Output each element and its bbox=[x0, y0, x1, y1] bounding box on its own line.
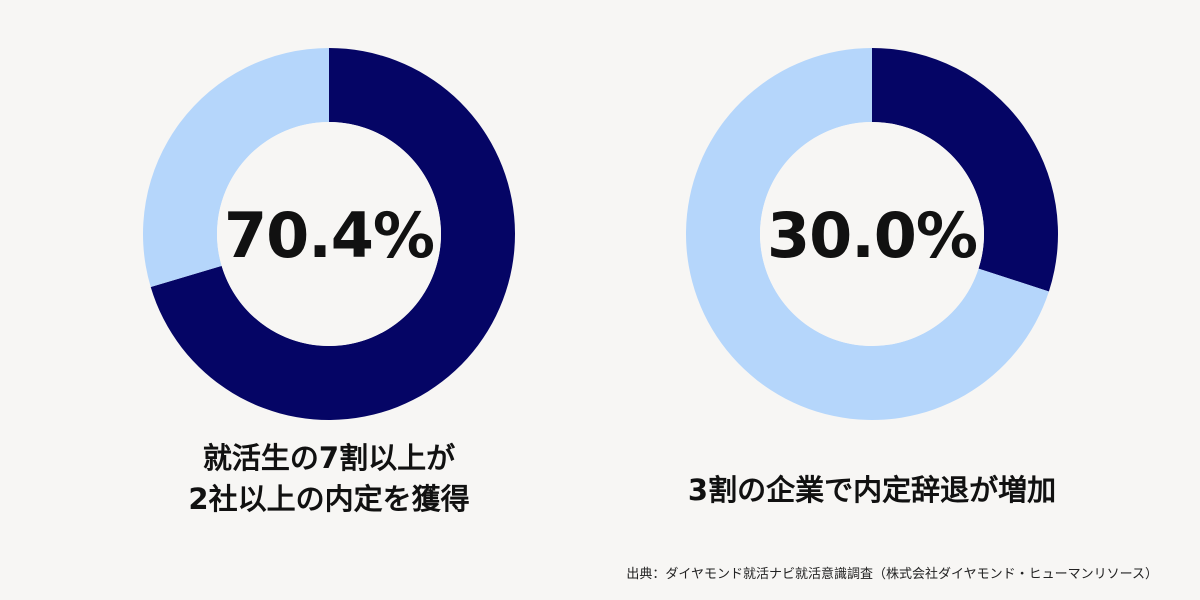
donut-svg-right bbox=[686, 48, 1058, 420]
caption-right: 3割の企業で内定辞退が増加 bbox=[686, 470, 1058, 511]
caption-left: 就活生の7割以上が 2社以上の内定を獲得 bbox=[143, 438, 515, 520]
donut-svg-left bbox=[143, 48, 515, 420]
center-value-right: 30.0% bbox=[766, 199, 978, 272]
donut-hole-left bbox=[217, 122, 441, 346]
donut-slice-left-0 bbox=[150, 48, 515, 420]
donut-hole-right bbox=[760, 122, 984, 346]
caption-right-line-1: 3割の企業で内定辞退が増加 bbox=[687, 473, 1057, 507]
chart-panel-left: 70.4% bbox=[0, 0, 600, 560]
donut-slice-right-1 bbox=[686, 48, 1049, 420]
donut-slice-left-1 bbox=[143, 48, 329, 288]
donut-chart-right: 30.0% bbox=[686, 48, 1058, 420]
center-value-left: 70.4% bbox=[223, 199, 435, 272]
caption-left-line-2: 2社以上の内定を獲得 bbox=[188, 482, 470, 516]
donut-slice-right-0 bbox=[872, 48, 1058, 292]
donut-chart-left: 70.4% bbox=[143, 48, 515, 420]
chart-panel-right: 30.0% bbox=[600, 0, 1200, 560]
caption-left-line-1: 就活生の7割以上が bbox=[202, 441, 456, 475]
source-note: 出典：ダイヤモンド就活ナビ就活意識調査（株式会社ダイヤモンド・ヒューマンリソース… bbox=[626, 567, 1158, 582]
